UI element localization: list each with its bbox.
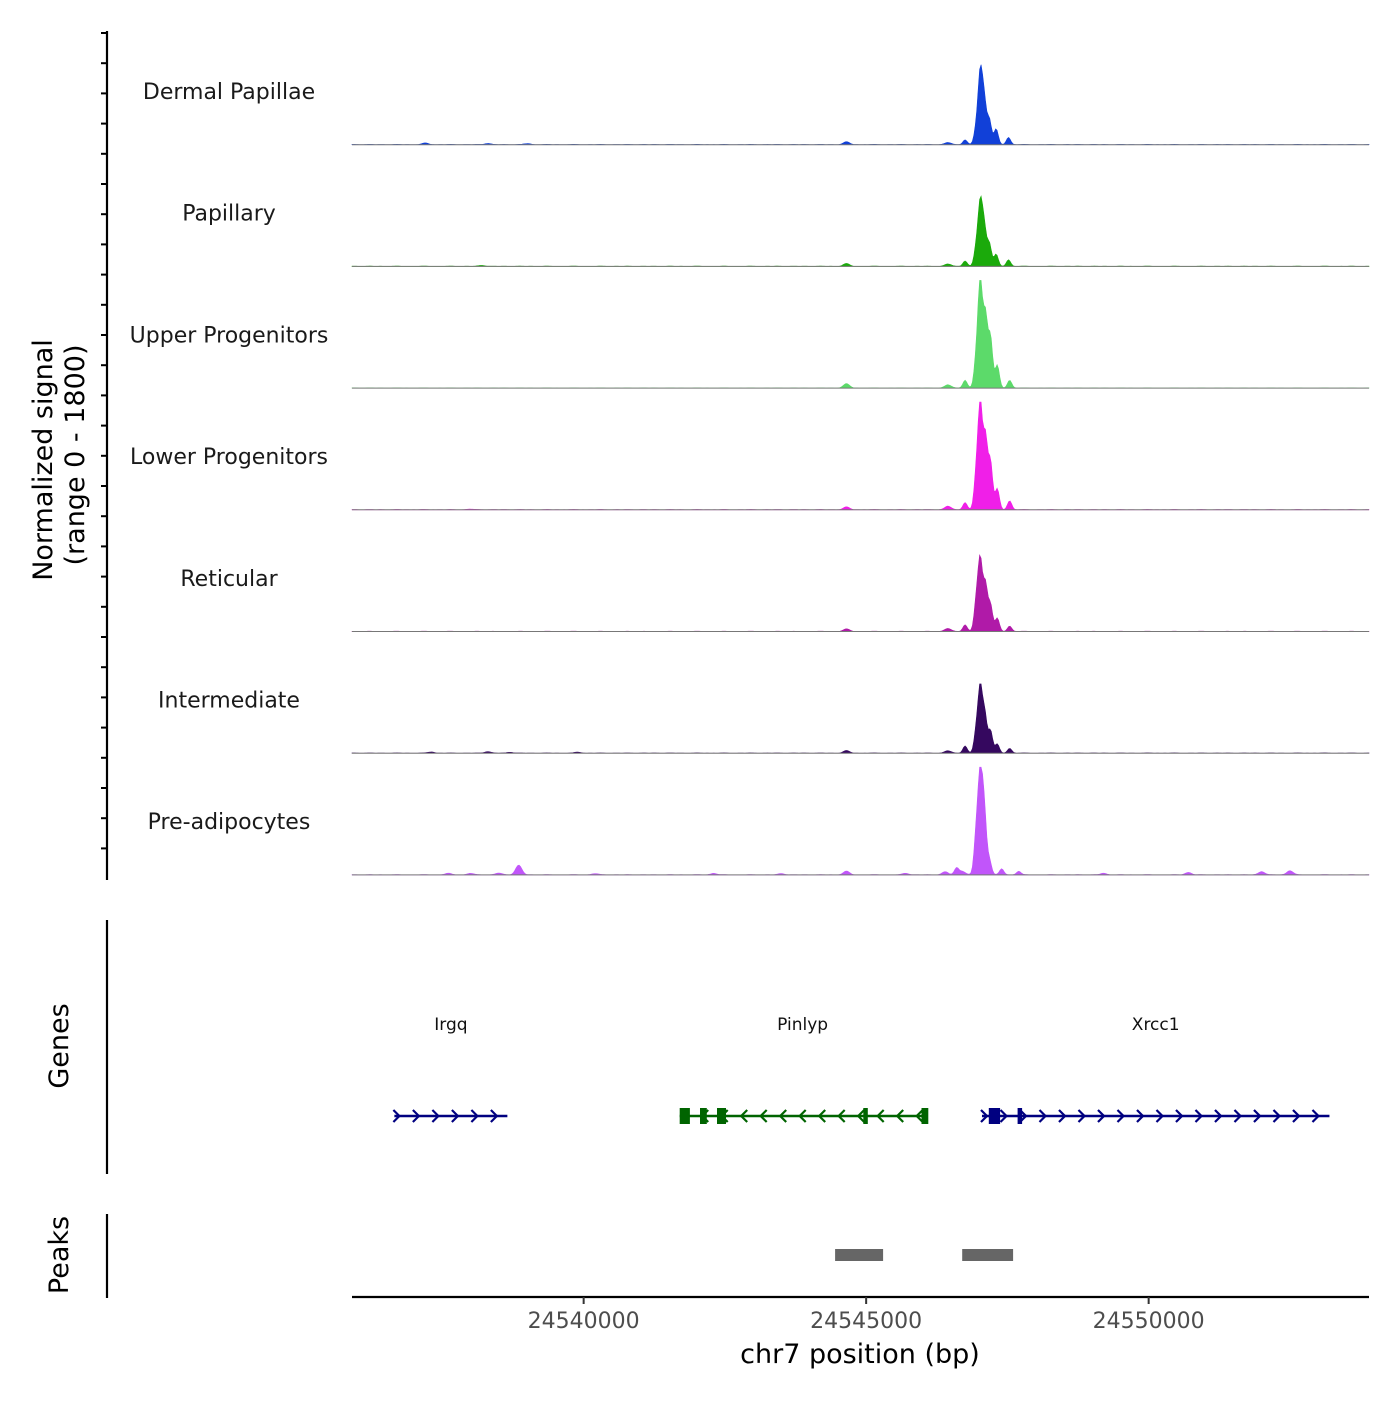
strand-arrow — [1194, 1109, 1204, 1123]
strand-arrow — [1233, 1109, 1243, 1123]
track-lower-progenitors: Lower Progenitors — [130, 401, 1370, 511]
coverage-area-pre-adipocytes — [351, 766, 1370, 876]
x-tick-label: 24545000 — [810, 1309, 922, 1334]
track-dermal-papillae: Dermal Papillae — [143, 64, 1370, 146]
strand-arrow — [876, 1109, 885, 1123]
strand-arrow — [739, 1109, 748, 1123]
strand-arrow — [856, 1109, 865, 1123]
gene-label: Pinlyp — [777, 1015, 828, 1035]
track-pre-adipocytes: Pre-adipocytes — [148, 766, 1370, 876]
strand-arrow — [431, 1109, 440, 1123]
strand-arrow — [1058, 1109, 1067, 1123]
x-tick-label: 24550000 — [1093, 1309, 1205, 1334]
signal-y-axis-ticks — [101, 32, 107, 850]
coverage-tracks: Dermal Papillae Papillary Upper Progenitor… — [130, 64, 1370, 876]
track-label: Reticular — [180, 567, 278, 592]
y-axis-title-line1: Normalized signal — [28, 339, 59, 581]
gene-xrcc1: Xrcc1 — [980, 1015, 1330, 1124]
signal-y-axis — [101, 31, 109, 880]
gene-exon — [863, 1108, 868, 1124]
coverage-area-reticular — [351, 554, 1370, 632]
gene-pinlyp: Pinlyp — [679, 1015, 929, 1124]
called-peak — [962, 1249, 1014, 1261]
track-label: Dermal Papillae — [143, 80, 315, 105]
strand-arrow — [451, 1109, 460, 1123]
strand-arrow — [759, 1109, 768, 1123]
strand-arrow — [999, 1109, 1009, 1123]
strand-arrow — [1292, 1109, 1301, 1123]
strand-arrow — [1214, 1109, 1223, 1123]
strand-arrow — [1155, 1109, 1165, 1123]
track-label: Papillary — [182, 202, 276, 227]
coverage-area-upper-progenitors — [351, 280, 1370, 389]
track-label: Pre-adipocytes — [148, 810, 311, 835]
strand-arrow — [1038, 1109, 1048, 1123]
x-axis-title: chr7 position (bp) — [740, 1339, 980, 1370]
coverage-area-dermal-papillae — [351, 64, 1370, 146]
gene-label: Irgq — [434, 1015, 467, 1035]
peaks-panel-title: Peaks — [44, 1216, 75, 1294]
strand-arrow — [778, 1109, 787, 1123]
strand-arrow — [1175, 1109, 1184, 1123]
genes-panel-title: Genes — [44, 1003, 75, 1088]
called-peak — [835, 1249, 884, 1261]
x-axis-ticks: 24540000 24545000 24550000 — [528, 1297, 1205, 1334]
gene-exon — [700, 1108, 707, 1124]
strand-arrow — [915, 1109, 924, 1123]
strand-arrow — [817, 1109, 826, 1123]
gene-annotation-track: Irgq Pinlyp Xrcc1 — [392, 1015, 1330, 1124]
gene-exon — [717, 1108, 726, 1124]
y-axis-title-line2: (range 0 - 1800) — [60, 345, 91, 566]
called-peaks-track — [835, 1249, 1014, 1261]
track-reticular: Reticular — [180, 554, 1370, 632]
strand-arrow — [798, 1109, 807, 1123]
strand-arrow — [470, 1109, 479, 1123]
strand-arrow — [1253, 1109, 1262, 1123]
gene-exon — [1017, 1108, 1023, 1124]
strand-arrow — [1311, 1109, 1321, 1123]
coverage-area-lower-progenitors — [351, 401, 1370, 511]
strand-arrow — [392, 1109, 401, 1123]
strand-arrow — [837, 1109, 846, 1123]
track-label: Intermediate — [158, 689, 300, 714]
strand-arrow — [1077, 1109, 1087, 1123]
strand-arrow — [1116, 1109, 1126, 1123]
coverage-area-papillary — [351, 195, 1370, 267]
track-label: Lower Progenitors — [130, 445, 328, 470]
track-intermediate: Intermediate — [158, 683, 1370, 754]
strand-arrow — [490, 1109, 499, 1123]
strand-arrow — [895, 1109, 904, 1123]
strand-arrow — [1272, 1109, 1282, 1123]
strand-arrow — [412, 1109, 421, 1123]
gene-exon — [921, 1108, 929, 1124]
gene-label: Xrcc1 — [1132, 1015, 1180, 1035]
strand-arrow — [980, 1109, 989, 1123]
gene-exon — [679, 1108, 690, 1124]
strand-arrow — [1097, 1109, 1106, 1123]
strand-arrow — [1136, 1109, 1145, 1123]
gene-irgq: Irgq — [392, 1015, 508, 1123]
track-papillary: Papillary — [182, 195, 1370, 267]
coverage-area-intermediate — [351, 683, 1370, 754]
gene-exon — [988, 1108, 1001, 1124]
x-tick-label: 24540000 — [528, 1309, 640, 1334]
track-label: Upper Progenitors — [130, 323, 329, 348]
track-upper-progenitors: Upper Progenitors — [130, 280, 1370, 389]
